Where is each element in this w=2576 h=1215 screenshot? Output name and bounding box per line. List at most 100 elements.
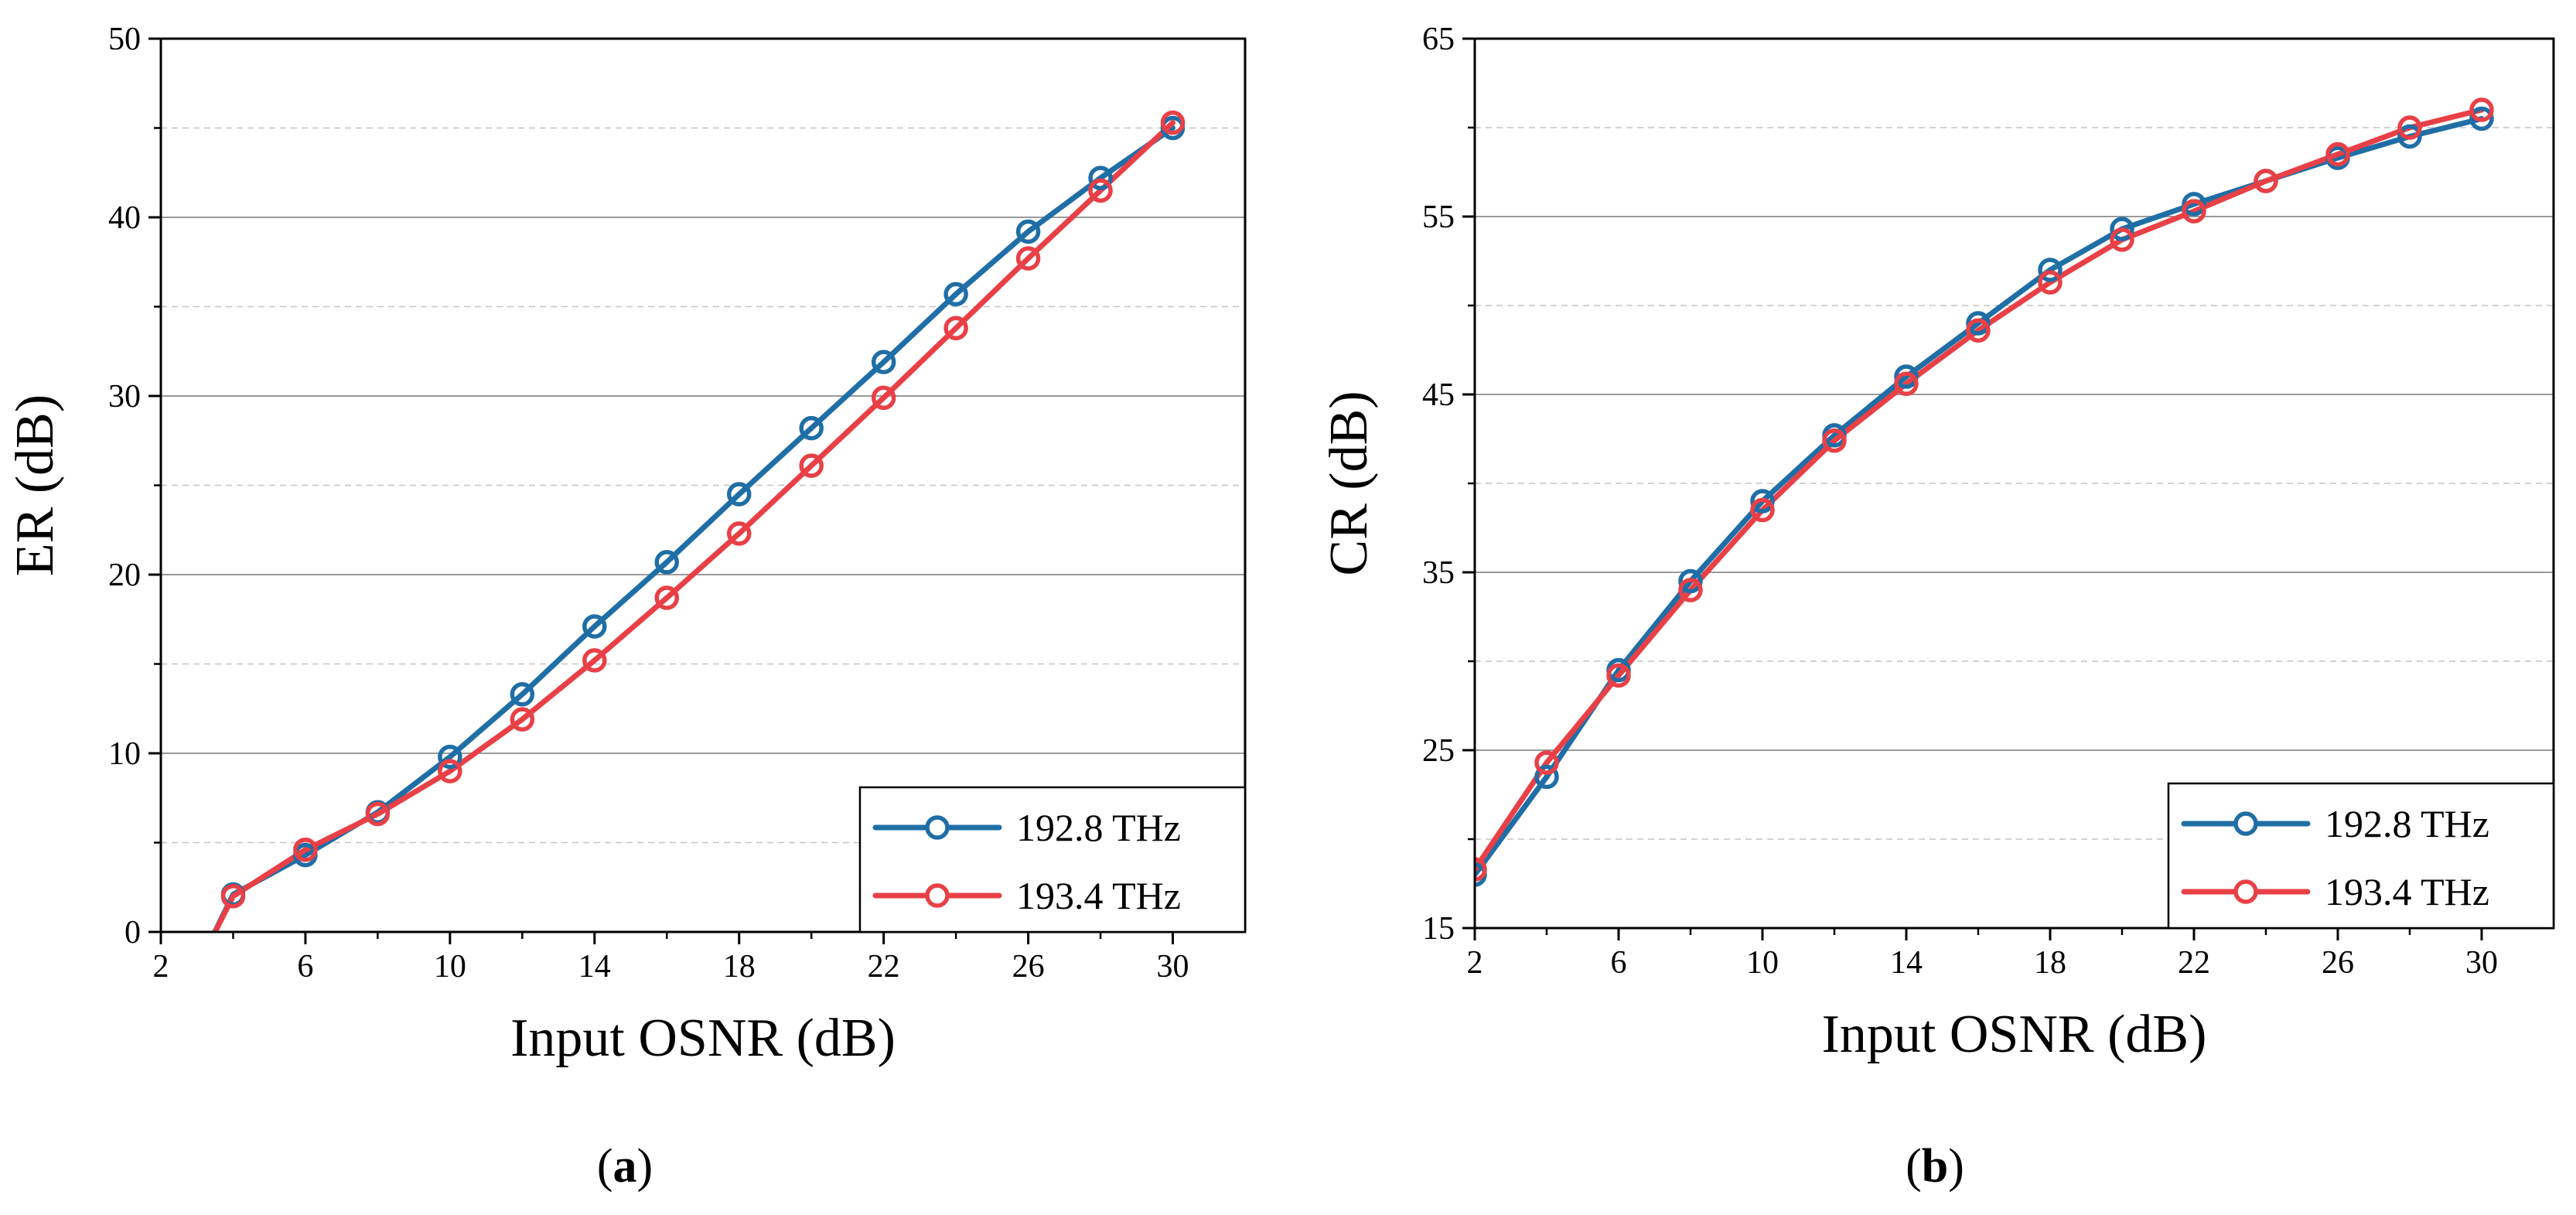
caption-b: (b)	[1906, 1140, 1964, 1193]
x-tick-label-b-2: 2	[1467, 945, 1483, 981]
data-point-b-0-3	[1678, 568, 1703, 594]
legend-a: 192.8 THz 193.4 THz	[858, 786, 1247, 933]
legend-label-192-8-a: 192.8 THz	[1016, 806, 1181, 849]
data-point-a-0-9	[871, 350, 896, 374]
data-point-b-1-1	[1534, 750, 1559, 775]
data-point-a-1-3	[438, 759, 462, 783]
legend-swatch-marker-a-0	[925, 815, 950, 840]
data-point-a-1-6	[654, 585, 680, 610]
x-tick-label-a-14: 14	[578, 949, 611, 985]
data-point-a-1-13	[1160, 110, 1186, 135]
legend-label-193-4-b: 193.4 THz	[2325, 870, 2489, 913]
data-point-a-1-12	[1088, 178, 1113, 203]
data-point-a-1-11	[1015, 246, 1041, 271]
legend-box-b	[2167, 782, 2555, 930]
plot-layer-a	[211, 110, 1186, 932]
data-point-b-1-3	[1678, 578, 1703, 602]
data-point-a-1-0	[220, 884, 246, 909]
data-point-a-0-3	[438, 744, 462, 770]
data-point-a-1-8	[799, 453, 824, 478]
data-point-b-1-5	[1822, 428, 1847, 453]
x-tick-label-a-18: 18	[723, 949, 756, 985]
data-point-b-1-8	[2038, 270, 2063, 295]
data-point-a-0-10	[943, 282, 968, 307]
x-tick-label-b-18: 18	[2034, 945, 2066, 981]
data-point-b-1-13	[2397, 115, 2422, 140]
data-point-a-1-5	[582, 648, 607, 673]
legend-label-193-4-a: 193.4 THz	[1016, 874, 1181, 917]
x-tick-label-a-10: 10	[434, 949, 466, 985]
x-tick-label-b-26: 26	[2322, 945, 2354, 981]
data-point-b-0-14	[2469, 106, 2494, 131]
series-line-b-0	[1475, 116, 2485, 878]
y-tick-label-b-25: 25	[1422, 733, 1455, 769]
x-tick-label-a-26: 26	[1012, 949, 1045, 985]
data-point-a-0-7	[726, 482, 752, 507]
data-point-a-1-1	[293, 837, 318, 862]
data-point-a-0-8	[799, 415, 824, 441]
data-point-b-1-10	[2182, 199, 2206, 224]
grid-layer-a	[161, 127, 1245, 844]
x-tick-label-b-14: 14	[1890, 945, 1923, 981]
y-axis-title-a: ER (dB)	[5, 394, 65, 576]
y-tick-label-a-0: 0	[125, 915, 141, 950]
data-point-b-0-13	[2397, 124, 2422, 149]
data-point-b-1-14	[2469, 97, 2494, 122]
data-point-a-1-4	[510, 707, 535, 732]
x-tick-label-a-30: 30	[1157, 949, 1189, 985]
legend-box-a	[858, 786, 1247, 933]
data-point-a-1-10	[943, 316, 968, 340]
x-tick-label-a-2: 2	[153, 949, 169, 985]
x-tick-label-a-22: 22	[868, 949, 900, 985]
y-tick-label-b-55: 55	[1422, 200, 1455, 235]
data-point-b-0-9	[2110, 217, 2134, 241]
x-tick-label-a-6: 6	[297, 949, 313, 985]
data-point-b-1-12	[2325, 142, 2350, 167]
y-axis-title-b: CR (dB)	[1319, 391, 1379, 575]
series-line-a-1	[212, 120, 1176, 932]
caption-letter-a: a	[613, 1140, 637, 1193]
data-point-b-1-6	[1894, 371, 1919, 396]
data-point-a-1-7	[726, 521, 752, 546]
x-tick-label-b-22: 22	[2178, 945, 2210, 981]
data-point-a-0-11	[1015, 219, 1041, 244]
caption-letter-b: b	[1922, 1140, 1948, 1193]
y-tick-label-b-65: 65	[1422, 22, 1455, 57]
data-point-b-0-6	[1894, 364, 1919, 389]
x-tick-label-b-10: 10	[1746, 945, 1779, 981]
data-point-b-0-8	[2038, 258, 2063, 282]
y-tick-label-a-10: 10	[108, 736, 141, 772]
legend-swatch-marker-b-1	[2233, 879, 2258, 904]
y-tick-label-b-45: 45	[1422, 377, 1455, 413]
y-tick-label-a-50: 50	[108, 22, 141, 57]
y-tick-label-a-30: 30	[108, 379, 141, 415]
data-point-a-0-6	[654, 550, 680, 575]
data-point-b-1-0	[1475, 857, 1487, 882]
data-point-b-1-9	[2110, 227, 2134, 252]
data-point-b-0-7	[1966, 311, 1991, 336]
legend-swatch-marker-b-0	[2233, 811, 2258, 836]
series-line-b-1	[1475, 107, 2485, 872]
y-tick-label-a-20: 20	[108, 558, 141, 593]
legend-swatch-marker-a-1	[925, 883, 950, 908]
plot-layer-b	[1475, 97, 2494, 887]
data-point-a-1-2	[365, 801, 391, 827]
data-point-a-1-9	[871, 385, 896, 411]
data-point-b-0-10	[2182, 192, 2206, 217]
data-point-a-0-5	[582, 614, 607, 639]
data-point-b-0-4	[1750, 489, 1775, 514]
legend-b: 192.8 THz 193.4 THz	[2167, 782, 2555, 930]
data-point-a-0-4	[510, 682, 535, 707]
data-point-a-0-12	[1088, 166, 1113, 190]
data-point-b-1-7	[1966, 318, 1991, 343]
y-tick-label-a-40: 40	[108, 200, 141, 236]
data-point-b-1-4	[1750, 497, 1775, 523]
x-axis-title-a: Input OSNR (dB)	[510, 1009, 896, 1068]
data-point-b-0-1	[1534, 764, 1559, 790]
data-point-b-1-11	[2254, 169, 2278, 193]
